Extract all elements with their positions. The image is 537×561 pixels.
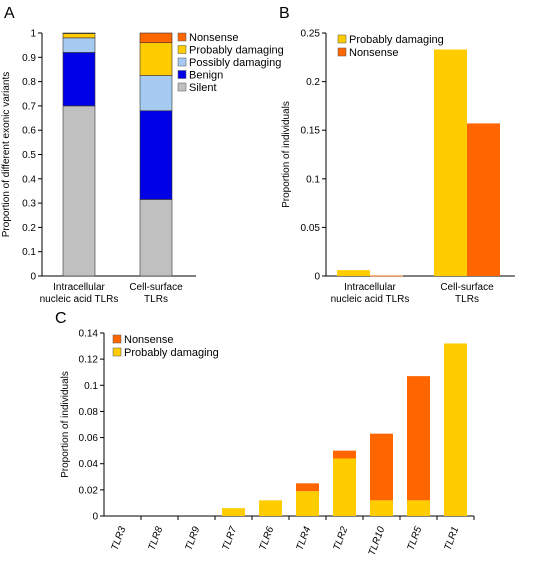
chart-a-y-tick-label: 0.1	[22, 247, 36, 258]
chart-b-legend-label: Probably damaging	[349, 34, 444, 46]
panel-a-label: A	[4, 5, 15, 22]
chart-b-legend-swatch	[337, 47, 347, 57]
chart-a-y-tick-label: 0.8	[22, 77, 36, 88]
chart-c-bar-segment	[222, 508, 245, 516]
chart-a-y-tick-label: 0.4	[22, 174, 36, 185]
chart-c-bar-segment	[259, 500, 282, 516]
chart-c-category-label: TLR1	[443, 525, 462, 552]
chart-a-y-tick-label: 0.5	[22, 150, 36, 161]
chart-c-category-label: TLR3	[110, 525, 129, 552]
chart-a-bar-segment	[139, 75, 173, 112]
chart-a-bar-segment	[139, 32, 173, 44]
chart-a-category-label: Cell-surface TLRs	[129, 282, 183, 305]
chart-c-bar-segment	[296, 491, 319, 516]
chart-a-legend-label: Silent	[189, 82, 217, 94]
chart-a-y-tick-label: 0	[30, 272, 36, 283]
panel-b-label: B	[279, 5, 290, 22]
chart-b-bar	[370, 275, 403, 277]
chart-a-y-tick-label: 0.9	[22, 53, 36, 64]
chart-b-y-axis-title: Proportion of individuals	[281, 101, 292, 208]
chart-b-category-label: Cell-surface TLRs	[440, 282, 494, 305]
chart-a-bar-segment	[139, 42, 173, 76]
chart-c-bar-segment	[444, 343, 467, 516]
chart-a-legend-label: Probably damaging	[189, 45, 284, 57]
chart-c-y-axis-title: Proportion of individuals	[60, 371, 71, 478]
chart-a-category-label: Intracellular nucleic acid TLRs	[40, 282, 119, 305]
chart-c-y-tick-label: 0.08	[79, 407, 99, 418]
chart-c-bar-segment	[296, 483, 319, 492]
chart-c-y-tick-label: 0.12	[79, 355, 99, 366]
chart-c-category-label: TLR10	[367, 525, 388, 557]
chart-a-legend-swatch	[177, 32, 187, 42]
chart-b-y-tick-label: 0.25	[301, 29, 321, 40]
chart-a-y-tick-label: 0.6	[22, 126, 36, 137]
chart-b-y-tick-label: 0.15	[301, 126, 321, 137]
chart-c-bar-segment	[370, 500, 393, 516]
chart-b-bar	[467, 123, 500, 276]
chart-b-category-label: Intracellular nucleic acid TLRs	[331, 282, 410, 305]
chart-a-y-tick-label: 0.3	[22, 199, 36, 210]
chart-c-category-label: TLR9	[184, 525, 203, 552]
chart-c-y-tick-label: 0.04	[79, 459, 99, 470]
chart-b-legend-label: Nonsense	[349, 47, 399, 59]
chart-c: 0 0.02 0.04 0.06 0.08 0.1 0.12 0.14 Proportion o…	[60, 329, 475, 557]
chart-b-bar	[337, 270, 370, 276]
chart-a-bar-segment	[139, 110, 173, 200]
chart-a-legend-swatch	[177, 57, 187, 67]
chart-a-y-tick-label: 0.2	[22, 223, 36, 234]
chart-a-bar-segment	[139, 199, 173, 277]
chart-a-bar-segment	[62, 37, 96, 53]
chart-a-legend-label: Possibly damaging	[189, 57, 281, 69]
chart-a-y-tick-label: 1	[30, 29, 36, 40]
chart-c-y-tick-label: 0.02	[79, 485, 99, 496]
chart-b: 0 0.05 0.1 0.15 0.2 0.25 Proportion of individ…	[281, 29, 515, 305]
chart-a-bar-segment	[62, 52, 96, 107]
chart-b-y-tick-label: 0	[314, 272, 320, 283]
chart-a-bar-segment	[62, 33, 96, 39]
chart-c-y-tick-label: 0.1	[84, 381, 98, 392]
chart-c-category-label: TLR7	[221, 525, 240, 552]
chart-c-bar-segment	[333, 458, 356, 516]
chart-a-legend-label: Benign	[189, 70, 223, 82]
chart-a-y-axis-title: Proportion of different exonic variants	[1, 72, 12, 237]
chart-a-bar-segment	[62, 105, 96, 277]
chart-a-legend-swatch	[177, 82, 187, 92]
chart-c-legend-label: Nonsense	[124, 334, 174, 346]
chart-b-y-tick-label: 0.2	[306, 77, 320, 88]
chart-a-y-tick-label: 0.7	[22, 101, 36, 112]
chart-c-y-tick-label: 0	[92, 512, 98, 523]
chart-a: 0 0.1 0.2 0.3 0.4 0.5 0.6 0.7 0.8 0.9 1 Proportion …	[1, 29, 284, 306]
chart-c-legend-swatch	[112, 334, 122, 344]
chart-c-legend-label: Probably damaging	[124, 347, 219, 359]
chart-c-bar-segment	[333, 450, 356, 459]
chart-c-category-label: TLR8	[147, 525, 166, 552]
chart-c-y-tick-label: 0.14	[79, 329, 99, 340]
chart-b-y-tick-label: 0.05	[301, 223, 321, 234]
chart-c-bar-segment	[407, 376, 430, 501]
chart-c-category-label: TLR6	[258, 525, 277, 552]
chart-c-y-tick-label: 0.06	[79, 433, 99, 444]
chart-b-bar	[434, 49, 467, 276]
chart-c-category-label: TLR2	[332, 525, 351, 552]
panel-c-label: C	[55, 310, 67, 327]
chart-a-legend-swatch	[177, 45, 187, 54]
chart-b-y-tick-label: 0.1	[306, 174, 320, 185]
chart-c-bar-segment	[407, 500, 430, 516]
chart-c-legend-swatch	[112, 347, 122, 357]
chart-b-legend-swatch	[337, 34, 347, 44]
chart-c-category-label: TLR5	[406, 525, 425, 552]
chart-a-legend-swatch	[177, 70, 187, 79]
chart-c-category-label: TLR4	[295, 525, 314, 552]
chart-c-bar-segment	[370, 433, 393, 501]
chart-a-legend-label: Nonsense	[189, 32, 239, 44]
